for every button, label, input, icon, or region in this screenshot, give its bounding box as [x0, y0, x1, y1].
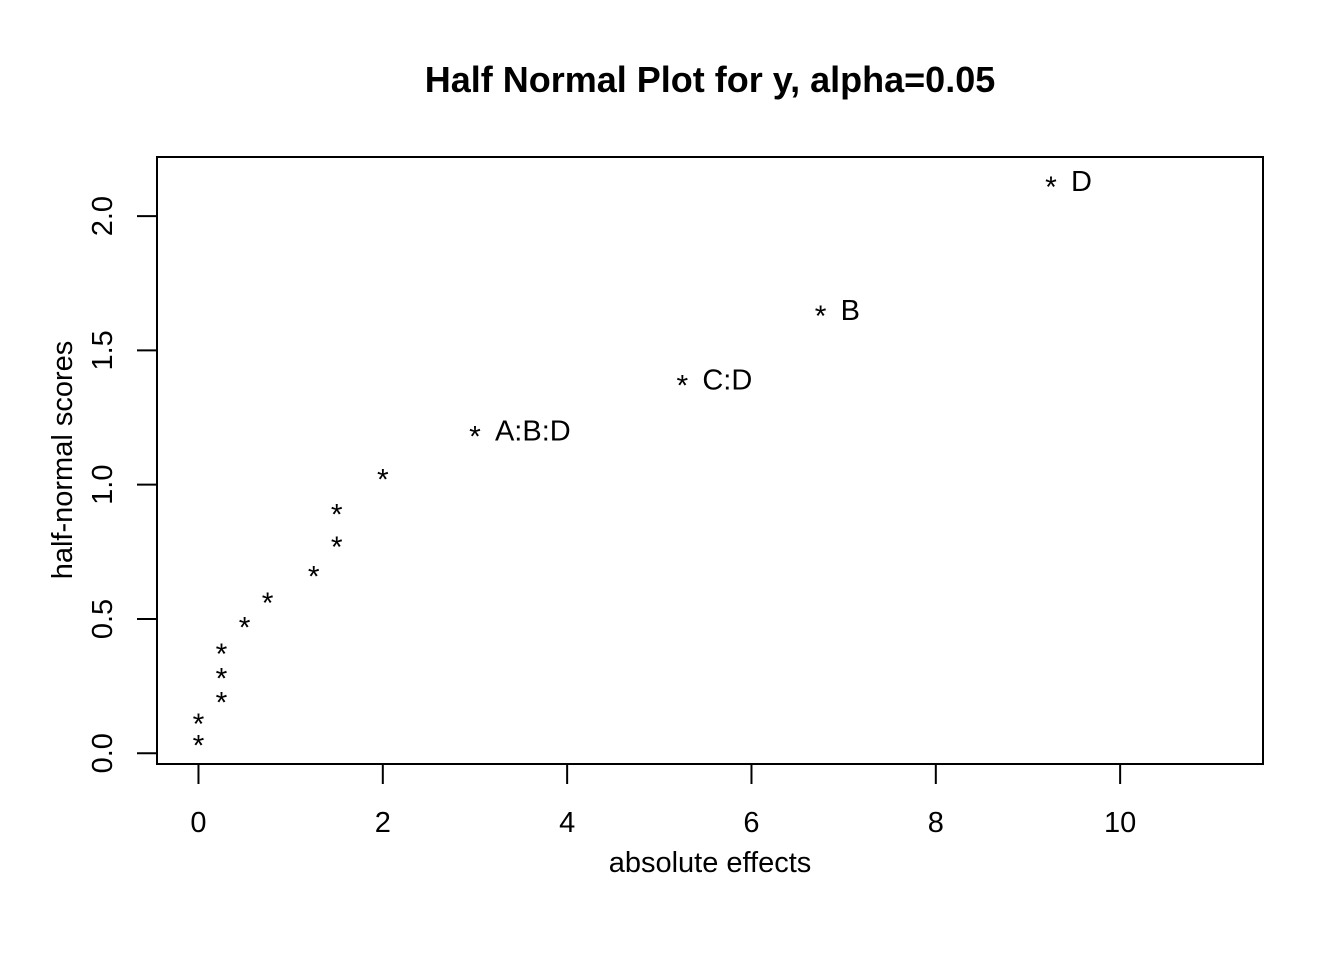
data-point-label: A:B:D: [495, 416, 571, 448]
y-tick-label: 1.5: [87, 330, 119, 370]
y-tick-label: 1.0: [87, 465, 119, 505]
plot-frame: [156, 156, 1264, 765]
data-point: *: [469, 421, 481, 454]
x-tick-label: 8: [928, 807, 944, 839]
data-point: *: [331, 499, 343, 532]
data-point: *: [1045, 171, 1057, 204]
data-point: *: [377, 464, 389, 497]
data-point-label: D: [1071, 166, 1092, 198]
data-point-label: C:D: [702, 365, 752, 397]
y-tick-label: 0.0: [87, 733, 119, 773]
y-tick-label: 0.5: [87, 599, 119, 639]
data-point: *: [216, 687, 228, 720]
x-tick-label: 10: [1104, 807, 1136, 839]
data-point: *: [216, 638, 228, 671]
chart-title: Half Normal Plot for y, alpha=0.05: [425, 59, 996, 100]
data-point: *: [331, 531, 343, 564]
y-axis-label: half-normal scores: [47, 341, 79, 580]
data-point: *: [262, 587, 274, 620]
x-tick-label: 6: [743, 807, 759, 839]
data-point: *: [193, 708, 205, 741]
data-point-label: B: [841, 295, 860, 327]
data-point: *: [216, 662, 228, 695]
data-point: *: [308, 560, 320, 593]
data-points: ************ A:B:D* C:D* B* D: [193, 166, 1092, 763]
x-axis-label: absolute effects: [609, 847, 812, 879]
x-tick-label: 2: [375, 807, 391, 839]
data-point: *: [193, 730, 205, 763]
x-axis: 0 2 4 6 8 10: [190, 763, 1136, 839]
x-tick-label: 0: [190, 807, 206, 839]
y-axis: 0.0 0.5 1.0 1.5 2.0: [87, 196, 158, 773]
data-point: *: [815, 300, 827, 333]
y-tick-label: 2.0: [87, 196, 119, 236]
x-tick-label: 4: [559, 807, 575, 839]
data-point: *: [239, 611, 251, 644]
data-point: *: [677, 370, 689, 403]
